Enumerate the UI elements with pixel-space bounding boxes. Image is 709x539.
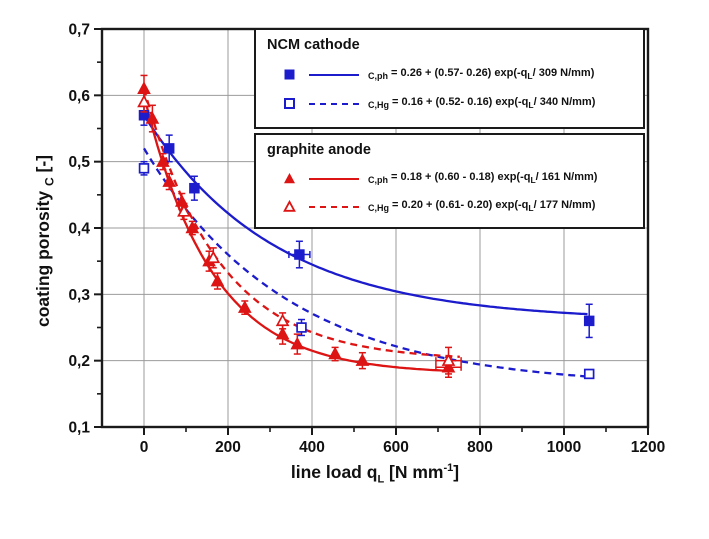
legend-row-ncm-hg: C,Hg = 0.16 + (0.52- 0.16) exp(-qL/ 340 … — [283, 95, 643, 112]
legend-formula-ncm-ph: C,ph = 0.26 + (0.57- 0.26) exp(-qL/ 309 … — [368, 67, 594, 81]
y-tick-label: 0,1 — [68, 420, 90, 437]
y-axis-label-subscript: C — [42, 177, 57, 187]
x-axis-label-subscript: L — [377, 473, 385, 486]
legend-title-graphite: graphite anode — [267, 142, 371, 158]
y-axis-label: coating porosity C [-] — [33, 155, 57, 327]
formula-text: = 0.18 + (0.60 - 0.18) exp(-q — [388, 171, 531, 184]
legend-row-ncm-ph: C,ph = 0.26 + (0.57- 0.26) exp(-qL/ 309 … — [283, 66, 643, 83]
epsilon-subscript: C,ph — [368, 71, 388, 82]
data-point-square — [138, 163, 150, 174]
legend-box-ncm-cathode: NCM cathode C,ph = 0.26 + (0.57- 0.26) e… — [254, 28, 645, 129]
epsilon-subscript: C,ph — [368, 175, 388, 186]
x-axis-label-unit: [N mm — [384, 462, 444, 482]
data-point-triangle — [290, 336, 305, 350]
fit-curve-solid-square — [143, 114, 588, 316]
x-tick-label: 1000 — [547, 439, 581, 456]
data-point-square — [294, 249, 305, 260]
data-point-square — [163, 143, 175, 154]
data-point-triangle — [210, 273, 225, 287]
x-tick-label: 600 — [383, 439, 409, 456]
legend-box-graphite-anode: graphite anode C,ph = 0.18 + (0.60 - 0.1… — [254, 133, 645, 229]
data-point-square — [296, 322, 307, 333]
formula-text-end: / 309 N/mm) — [532, 67, 595, 80]
y-axis-label-unit: [-] — [33, 154, 53, 178]
q-subscript: L — [530, 175, 536, 186]
fit-curve-dashed-triangle — [142, 88, 460, 358]
formula-text: = 0.20 + (0.61- 0.20) exp(-q — [389, 199, 529, 212]
data-point-triangle — [441, 353, 456, 366]
legend-row-graphite-ph: C,ph = 0.18 + (0.60 - 0.18) exp(-qL/ 161… — [283, 170, 643, 187]
formula-text-end: / 177 N/mm) — [533, 199, 596, 212]
data-point-triangle — [145, 111, 160, 124]
x-axis-label-exponent: -1 — [443, 462, 454, 475]
legend-formula-ncm-hg: C,Hg = 0.16 + (0.52- 0.16) exp(-qL/ 340 … — [368, 96, 595, 110]
epsilon-subscript: C,Hg — [368, 203, 389, 214]
data-point-square — [583, 368, 595, 380]
y-tick-label: 0,6 — [68, 88, 90, 105]
data-point-triangle — [275, 326, 290, 340]
data-point-triangle — [355, 353, 370, 366]
data-point-triangle — [185, 220, 200, 234]
red-filled-triangle-icon — [284, 173, 295, 184]
data-point-triangle — [275, 313, 290, 327]
legend-title-ncm: NCM cathode — [267, 37, 360, 53]
blue-open-square-icon — [284, 98, 295, 109]
legend-formula-graphite-ph: C,ph = 0.18 + (0.60 - 0.18) exp(-qL/ 161… — [368, 171, 597, 185]
data-point-triangle — [237, 300, 252, 313]
data-point-triangle — [137, 94, 151, 108]
data-point-square — [583, 315, 595, 327]
blue-filled-square-icon — [284, 69, 295, 80]
data-point-triangle — [206, 250, 221, 264]
y-tick-label: 0,5 — [68, 154, 90, 171]
blue-solid-line-sample — [309, 73, 359, 76]
x-tick-label: 200 — [215, 439, 241, 456]
y-tick-label: 0,3 — [68, 287, 90, 304]
data-point-triangle — [162, 174, 177, 187]
y-tick-label: 0,4 — [68, 221, 90, 238]
x-tick-label: 0 — [140, 439, 149, 456]
q-subscript: L — [527, 71, 533, 82]
red-dashed-line-sample — [309, 205, 359, 208]
formula-text: = 0.26 + (0.57- 0.26) exp(-q — [388, 67, 528, 80]
x-tick-label: 800 — [467, 439, 493, 456]
x-axis-label-unit-close: ] — [453, 462, 460, 482]
epsilon-subscript: C,Hg — [368, 100, 389, 111]
x-axis-label-text: line load q — [290, 462, 378, 482]
legend-row-graphite-hg: C,Hg = 0.20 + (0.61- 0.20) exp(-qL/ 177 … — [283, 198, 643, 215]
y-tick-label: 0,2 — [68, 353, 90, 370]
x-axis-label: line load qL [N mm-1] — [102, 462, 648, 486]
q-subscript: L — [528, 100, 534, 111]
data-point-triangle — [177, 204, 191, 217]
blue-dashed-line-sample — [309, 102, 359, 105]
data-point-triangle — [328, 346, 342, 360]
fit-curve-dashed-square — [143, 147, 588, 378]
red-open-triangle-icon — [283, 200, 296, 212]
data-point-triangle — [156, 154, 170, 167]
y-axis-label-text: coating porosity — [33, 186, 53, 327]
x-tick-label: 1200 — [631, 439, 665, 456]
formula-text: = 0.16 + (0.52- 0.16) exp(-q — [389, 96, 529, 109]
formula-text-end: / 161 N/mm) — [535, 171, 598, 184]
red-solid-line-sample — [309, 177, 359, 180]
formula-text-end: / 340 N/mm) — [533, 96, 596, 109]
x-tick-label: 400 — [299, 439, 325, 456]
legend-formula-graphite-hg: C,Hg = 0.20 + (0.61- 0.20) exp(-qL/ 177 … — [368, 199, 595, 213]
data-point-square — [189, 182, 200, 194]
q-subscript: L — [528, 203, 534, 214]
y-tick-label: 0,7 — [68, 22, 90, 39]
